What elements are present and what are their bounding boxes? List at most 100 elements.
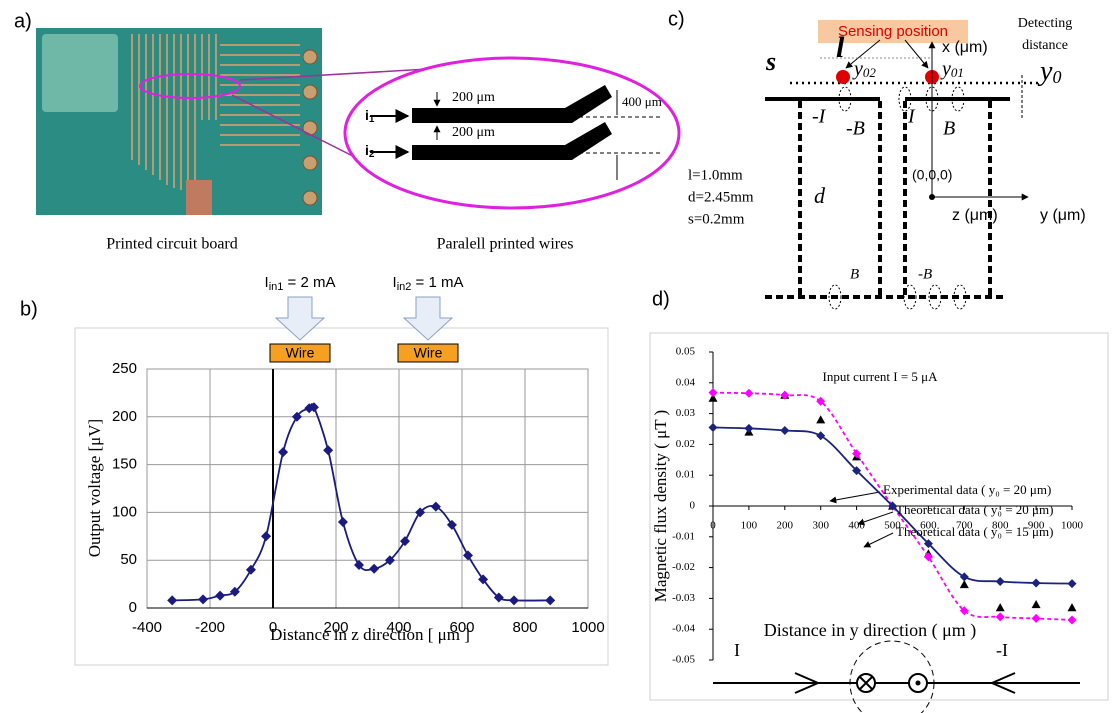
data-point: [462, 550, 473, 561]
wire-label-main: i: [365, 142, 369, 158]
annotation-arrow: [829, 491, 881, 504]
symbol: -B: [846, 118, 865, 140]
annotation-sub: in1: [269, 281, 284, 293]
x-tick-label: -200: [195, 619, 225, 636]
x-axis-label: Distance in y direction ( μm ): [764, 620, 977, 641]
symbol-sub: 02: [863, 65, 877, 80]
x-tick-label: 800: [992, 520, 1009, 532]
y-tick-label: 200: [112, 408, 137, 425]
data-point: [780, 426, 790, 436]
symbol: d: [814, 183, 826, 208]
data-point: [1067, 615, 1077, 625]
data-point: [508, 595, 519, 606]
y-tick-label: 50: [120, 551, 137, 568]
symbol: I: [734, 640, 740, 660]
chart-frame: [649, 332, 1109, 701]
y-tick-label: -0.01: [672, 530, 695, 542]
symbol: y0: [1037, 56, 1061, 87]
wire-marker: [397, 343, 459, 363]
panel-label: b): [20, 298, 38, 320]
x-axis-label: Distance in z direction [ μm ]: [270, 625, 470, 644]
data-point: [995, 576, 1005, 586]
current-arrow: [274, 296, 326, 341]
symbol: l: [836, 31, 845, 64]
symbol-main: y: [852, 58, 863, 80]
y-tick-label: 100: [112, 503, 137, 520]
x-tick-label: 600: [920, 520, 937, 532]
data-point: [399, 536, 410, 547]
y-tick-label: -0.05: [672, 654, 695, 666]
data-point: [959, 606, 969, 616]
annotation-arrow: [863, 532, 894, 548]
dimension-label: 200 μm: [452, 125, 495, 140]
data-point: [167, 595, 178, 606]
data-point: [478, 574, 489, 585]
inset-wires: [370, 85, 660, 180]
x-tick-label: 1000: [1061, 520, 1084, 532]
x-tick-label: 1000: [571, 619, 604, 636]
data-point: [959, 572, 969, 582]
zoom-line: [239, 67, 446, 81]
y-tick-label: 0.01: [676, 469, 695, 481]
annotation-main: I: [393, 274, 397, 291]
data-point: [353, 559, 364, 570]
wire-label-sub: 1: [369, 114, 375, 125]
dimension-label: 400 μm: [622, 94, 662, 109]
axis-label: y (μm): [1040, 207, 1086, 224]
sensor-diagram: [765, 20, 1042, 310]
symbol: B: [943, 118, 955, 140]
axis-label: z (μm): [952, 207, 998, 224]
plot-area: [146, 368, 589, 609]
y-tick-label: -0.02: [672, 561, 695, 573]
symbol-main: y: [940, 58, 951, 80]
symbol: I: [907, 106, 916, 128]
y-axis-label: Magnetic flux density ( μT ): [651, 410, 670, 602]
legend-label: Experimental data ( y₀ = 20 μm): [883, 482, 1051, 497]
annotation-rest: = 2 mA: [283, 274, 335, 291]
x-tick-label: 500: [884, 520, 901, 532]
annotation: Sensing position: [838, 23, 948, 40]
symbol-sub: 0: [1052, 67, 1061, 87]
legend-label: Theoretical data ( y₀ = 20 μm): [896, 502, 1053, 517]
data-point: [923, 539, 933, 549]
data-point: [545, 595, 556, 606]
data-point: [446, 519, 457, 530]
inset-ellipse: [343, 56, 681, 210]
data-point: [308, 402, 319, 413]
annotation-rest: = 1 mA: [411, 274, 463, 291]
dimension-label: 200 μm: [452, 90, 495, 105]
y-tick-label: 0.03: [676, 407, 696, 419]
parameter: d=2.45mm: [688, 189, 754, 205]
caption: Printed circuit board: [106, 236, 238, 253]
data-point: [852, 466, 862, 476]
x-tick-label: -400: [132, 619, 162, 636]
x-tick-label: 900: [1028, 520, 1045, 532]
series-line: [712, 391, 1073, 621]
data-point: [995, 612, 1005, 622]
y-axis-label: Output voltage [μV]: [85, 419, 104, 557]
panel-label: d): [652, 288, 670, 310]
wire-label: i1: [365, 107, 375, 125]
y-tick-label: 0.02: [676, 438, 695, 450]
x-tick-label: 200: [777, 520, 794, 532]
x-tick-label: 0: [269, 619, 277, 636]
symbol: -I: [812, 106, 827, 128]
current-arrow: [402, 296, 454, 341]
symbol: B: [850, 266, 859, 282]
axis-label: (0,0,0): [912, 167, 952, 183]
annotation: Iin2 = 1 mA: [393, 274, 464, 293]
chart-frame: [74, 327, 609, 666]
panel-label: c): [668, 8, 685, 30]
symbol: y01: [940, 58, 964, 80]
data-point: [278, 447, 289, 458]
wire-marker: [269, 343, 331, 363]
data-point: [816, 431, 826, 441]
data-point: [369, 563, 380, 574]
x-tick-label: 200: [323, 619, 348, 636]
caption: Paralell printed wires: [437, 236, 574, 253]
annotation-sub: in2: [397, 281, 412, 293]
data-point: [493, 592, 504, 603]
data-point: [816, 415, 826, 424]
annotation: distance: [1022, 38, 1068, 53]
